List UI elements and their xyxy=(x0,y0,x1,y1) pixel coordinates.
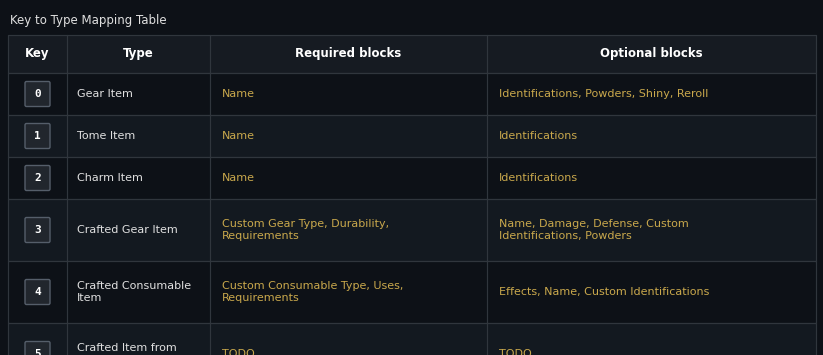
Bar xyxy=(8,199,816,261)
Text: TODO: TODO xyxy=(499,349,532,355)
Bar xyxy=(67,73,210,115)
Bar xyxy=(210,261,487,323)
Bar xyxy=(67,115,210,157)
Bar xyxy=(8,73,67,115)
Bar xyxy=(487,261,816,323)
Bar xyxy=(210,323,487,355)
Text: Crafted Item from
Recipe: Crafted Item from Recipe xyxy=(77,343,177,355)
Text: Name: Name xyxy=(222,89,255,99)
Bar xyxy=(487,115,816,157)
Text: Key to Type Mapping Table: Key to Type Mapping Table xyxy=(10,14,166,27)
Text: Name: Name xyxy=(222,173,255,183)
Text: Gear Item: Gear Item xyxy=(77,89,133,99)
Bar xyxy=(210,115,487,157)
Bar xyxy=(8,261,67,323)
Bar xyxy=(8,199,67,261)
Bar xyxy=(67,157,210,199)
Bar xyxy=(67,35,210,73)
Text: Tome Item: Tome Item xyxy=(77,131,135,141)
FancyBboxPatch shape xyxy=(25,342,50,355)
Bar xyxy=(67,199,210,261)
Text: 1: 1 xyxy=(34,131,41,141)
Text: Name: Name xyxy=(222,131,255,141)
Bar xyxy=(487,35,816,73)
Text: Optional blocks: Optional blocks xyxy=(600,48,703,60)
FancyBboxPatch shape xyxy=(25,218,50,242)
Bar xyxy=(487,73,816,115)
FancyBboxPatch shape xyxy=(25,165,50,191)
Text: Effects, Name, Custom Identifications: Effects, Name, Custom Identifications xyxy=(499,287,709,297)
Bar xyxy=(8,261,816,323)
Text: Custom Consumable Type, Uses,
Requirements: Custom Consumable Type, Uses, Requiremen… xyxy=(222,281,403,303)
Bar xyxy=(8,157,816,199)
Text: Name, Damage, Defense, Custom
Identifications, Powders: Name, Damage, Defense, Custom Identifica… xyxy=(499,219,689,241)
Text: Crafted Gear Item: Crafted Gear Item xyxy=(77,225,178,235)
Text: Identifications: Identifications xyxy=(499,131,578,141)
Text: Charm Item: Charm Item xyxy=(77,173,143,183)
Bar xyxy=(210,199,487,261)
Text: Identifications: Identifications xyxy=(499,173,578,183)
Bar xyxy=(67,323,210,355)
Text: 0: 0 xyxy=(34,89,41,99)
Text: Crafted Consumable
Item: Crafted Consumable Item xyxy=(77,281,191,303)
Bar xyxy=(210,35,487,73)
Text: Custom Gear Type, Durability,
Requirements: Custom Gear Type, Durability, Requiremen… xyxy=(222,219,389,241)
Bar xyxy=(487,157,816,199)
Text: TODO: TODO xyxy=(222,349,255,355)
FancyBboxPatch shape xyxy=(25,279,50,305)
Text: 3: 3 xyxy=(34,225,41,235)
Bar xyxy=(67,261,210,323)
Text: Identifications, Powders, Shiny, Reroll: Identifications, Powders, Shiny, Reroll xyxy=(499,89,709,99)
Text: 2: 2 xyxy=(34,173,41,183)
Text: Required blocks: Required blocks xyxy=(295,48,402,60)
Bar xyxy=(8,35,816,73)
Bar xyxy=(8,157,67,199)
Bar xyxy=(487,323,816,355)
FancyBboxPatch shape xyxy=(25,82,50,106)
Bar xyxy=(487,199,816,261)
Bar xyxy=(8,115,816,157)
Bar xyxy=(210,157,487,199)
Bar xyxy=(8,115,67,157)
Text: Key: Key xyxy=(26,48,49,60)
Text: 5: 5 xyxy=(34,349,41,355)
Bar xyxy=(8,73,816,115)
Text: Type: Type xyxy=(123,48,154,60)
Bar xyxy=(8,323,67,355)
FancyBboxPatch shape xyxy=(25,124,50,148)
Text: 4: 4 xyxy=(34,287,41,297)
Bar xyxy=(8,35,67,73)
Bar xyxy=(210,73,487,115)
Bar xyxy=(8,323,816,355)
